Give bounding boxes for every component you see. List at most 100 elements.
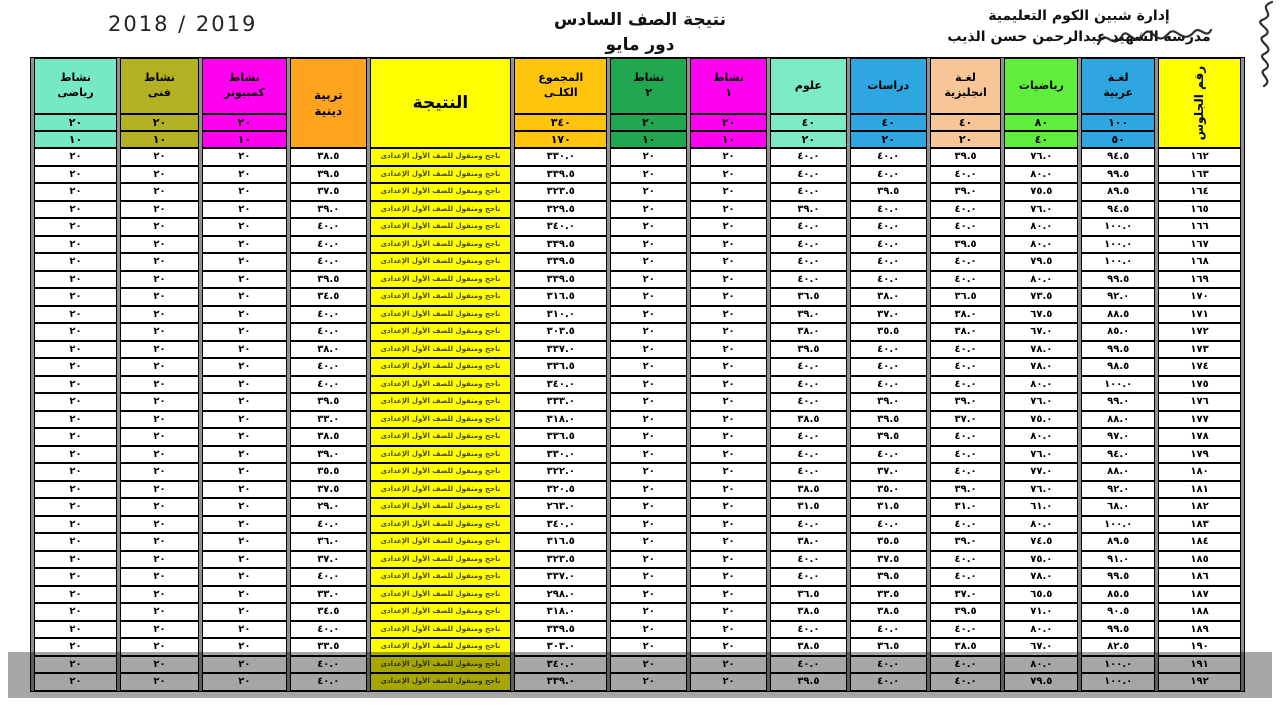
header-math-min: ٤٠ xyxy=(1004,131,1079,148)
score-cell: ٣٩.٥ xyxy=(769,340,847,358)
score-cell: ٣٨.٥ xyxy=(769,480,847,498)
score-cell: ٣٢٣.٥ xyxy=(514,550,608,568)
score-cell: ٧٧.٠ xyxy=(1004,463,1079,481)
seat-cell: ١٨١ xyxy=(1158,480,1241,498)
table-row: ١٧٩ ٩٤.٠ ٧٦.٠ ٤٠.٠ ٤٠.٠ ٤٠.٠ ٢٠ ٢٠ ٣٣٠.٠ ناجح ومن… xyxy=(34,445,1241,463)
header-act1-max: ٢٠ xyxy=(690,114,767,131)
header-total-max: ٣٤٠ xyxy=(514,114,608,131)
score-cell: ٣٨.٥ xyxy=(769,603,847,621)
score-cell: ٣٩.٠ xyxy=(289,200,367,218)
result-cell: ناجح ومنقول للصف الأول الإعدادى xyxy=(369,655,512,673)
seat-cell: ١٧٤ xyxy=(1158,358,1241,376)
score-cell: ٢٠ xyxy=(34,585,118,603)
score-cell: ٢٠ xyxy=(201,148,287,166)
score-cell: ٤٠.٠ xyxy=(769,375,847,393)
score-cell: ٣١٨.٠ xyxy=(514,410,608,428)
score-cell: ٢٠ xyxy=(610,603,688,621)
score-cell: ٢٠ xyxy=(201,270,287,288)
table-row: ١٦٨ ١٠٠.٠ ٧٩.٥ ٤٠.٠ ٤٠.٠ ٤٠.٠ ٢٠ ٢٠ ٣٣٩.٥ ناجح وم… xyxy=(34,253,1241,271)
score-cell: ٢٠ xyxy=(120,288,199,306)
score-cell: ٢٠ xyxy=(201,165,287,183)
score-cell: ٧٨.٠ xyxy=(1004,340,1079,358)
score-cell: ٧٥.٥ xyxy=(1004,183,1079,201)
score-cell: ٣٥.٥ xyxy=(289,463,367,481)
score-cell: ٤٠.٠ xyxy=(289,305,367,323)
score-cell: ٤٠.٠ xyxy=(769,235,847,253)
score-cell: ٤٠.٠ xyxy=(289,235,367,253)
seat-cell: ١٨٠ xyxy=(1158,463,1241,481)
score-cell: ٢٠ xyxy=(201,498,287,516)
score-cell: ٢٠ xyxy=(120,235,199,253)
score-cell: ١٠٠.٠ xyxy=(1081,655,1156,673)
score-cell: ٤٠.٠ xyxy=(769,183,847,201)
header-arabic-min: ٥٠ xyxy=(1081,131,1156,148)
header-english-max: ٤٠ xyxy=(929,114,1002,131)
score-cell: ٨٠.٠ xyxy=(1004,218,1079,236)
score-cell: ٢٠ xyxy=(610,673,688,691)
seat-cell: ١٩١ xyxy=(1158,655,1241,673)
result-cell: ناجح ومنقول للصف الأول الإعدادى xyxy=(369,148,512,166)
score-cell: ٤٠.٠ xyxy=(769,165,847,183)
table-row: ١٨٢ ٦٨.٠ ٦١.٠ ٣١.٠ ٣١.٥ ٣١.٥ ٢٠ ٢٠ ٢٦٣.٠ ناجح ومن… xyxy=(34,498,1241,516)
score-cell: ٢٠ xyxy=(201,375,287,393)
score-cell: ٧٦.٠ xyxy=(1004,200,1079,218)
score-cell: ٨٠.٠ xyxy=(1004,235,1079,253)
score-cell: ٣٣.٥ xyxy=(289,638,367,656)
score-cell: ٢٠ xyxy=(120,358,199,376)
score-cell: ٤٠.٠ xyxy=(929,515,1002,533)
score-cell: ٢٠ xyxy=(34,200,118,218)
score-cell: ٣٣٠.٠ xyxy=(514,148,608,166)
score-cell: ٩٩.٥ xyxy=(1081,620,1156,638)
score-cell: ٢٠ xyxy=(120,515,199,533)
score-cell: ٢٠ xyxy=(34,165,118,183)
header-seat: رقم الجلوس xyxy=(1158,58,1241,148)
score-cell: ٢٠ xyxy=(34,498,118,516)
score-cell: ٢٠ xyxy=(34,620,118,638)
score-cell: ٩٩.٠ xyxy=(1081,393,1156,411)
score-cell: ٢٠ xyxy=(201,358,287,376)
score-cell: ١٠٠.٠ xyxy=(1081,515,1156,533)
score-cell: ٢٠ xyxy=(610,638,688,656)
score-cell: ٣٤٠.٠ xyxy=(514,515,608,533)
score-cell: ٩٠.٥ xyxy=(1081,603,1156,621)
score-cell: ٤٠.٠ xyxy=(289,218,367,236)
score-cell: ٢٩٨.٠ xyxy=(514,585,608,603)
score-cell: ٣٦.٥ xyxy=(929,288,1002,306)
score-cell: ٣١٦.٥ xyxy=(514,533,608,551)
score-cell: ٣١.٠ xyxy=(929,498,1002,516)
header-sport-min: ١٠ xyxy=(34,131,118,148)
page-title: نتيجة الصف السادس دور مايو xyxy=(554,8,726,57)
score-cell: ٤٠.٠ xyxy=(769,218,847,236)
score-cell: ٢٠ xyxy=(610,428,688,446)
score-cell: ٢٠ xyxy=(610,200,688,218)
score-cell: ٣٨.٠ xyxy=(289,340,367,358)
score-cell: ٢٠ xyxy=(201,533,287,551)
results-sheet: رقم الجلوس لغـة عربية رياضيات لغـة انجليزية… xyxy=(30,57,1245,692)
score-cell: ٣١٠.٠ xyxy=(514,305,608,323)
result-cell: ناجح ومنقول للصف الأول الإعدادى xyxy=(369,533,512,551)
header-result-label: النتيجة xyxy=(412,92,469,113)
result-cell: ناجح ومنقول للصف الأول الإعدادى xyxy=(369,568,512,586)
score-cell: ٤٠.٠ xyxy=(289,358,367,376)
header-computer-min: ١٠ xyxy=(201,131,287,148)
score-cell: ٢٠ xyxy=(690,533,767,551)
score-cell: ٢٠ xyxy=(690,585,767,603)
header-administration: إدارة شبين الكوم التعليمية مدرسة الشهيد … xyxy=(894,6,1264,48)
result-cell: ناجح ومنقول للصف الأول الإعدادى xyxy=(369,410,512,428)
score-cell: ٢٠ xyxy=(34,533,118,551)
table-row: ١٩٢ ١٠٠.٠ ٧٩.٥ ٤٠.٠ ٤٠.٠ ٣٩.٥ ٢٠ ٢٠ ٣٣٩.٠ ناجح وم… xyxy=(34,673,1241,691)
score-cell: ٤٠.٠ xyxy=(849,253,927,271)
score-cell: ٢٠ xyxy=(610,533,688,551)
result-cell: ناجح ومنقول للصف الأول الإعدادى xyxy=(369,200,512,218)
score-cell: ٧٨.٠ xyxy=(1004,568,1079,586)
score-cell: ٢٠ xyxy=(690,463,767,481)
score-cell: ٢٠ xyxy=(610,410,688,428)
score-cell: ٢٠ xyxy=(690,148,767,166)
score-cell: ٣٩.٠ xyxy=(769,200,847,218)
score-cell: ٢٠ xyxy=(690,393,767,411)
score-cell: ٢٠ xyxy=(120,550,199,568)
score-cell: ٨٠.٠ xyxy=(1004,375,1079,393)
result-cell: ناجح ومنقول للصف الأول الإعدادى xyxy=(369,183,512,201)
seat-cell: ١٦٦ xyxy=(1158,218,1241,236)
score-cell: ٣٦.٠ xyxy=(289,533,367,551)
